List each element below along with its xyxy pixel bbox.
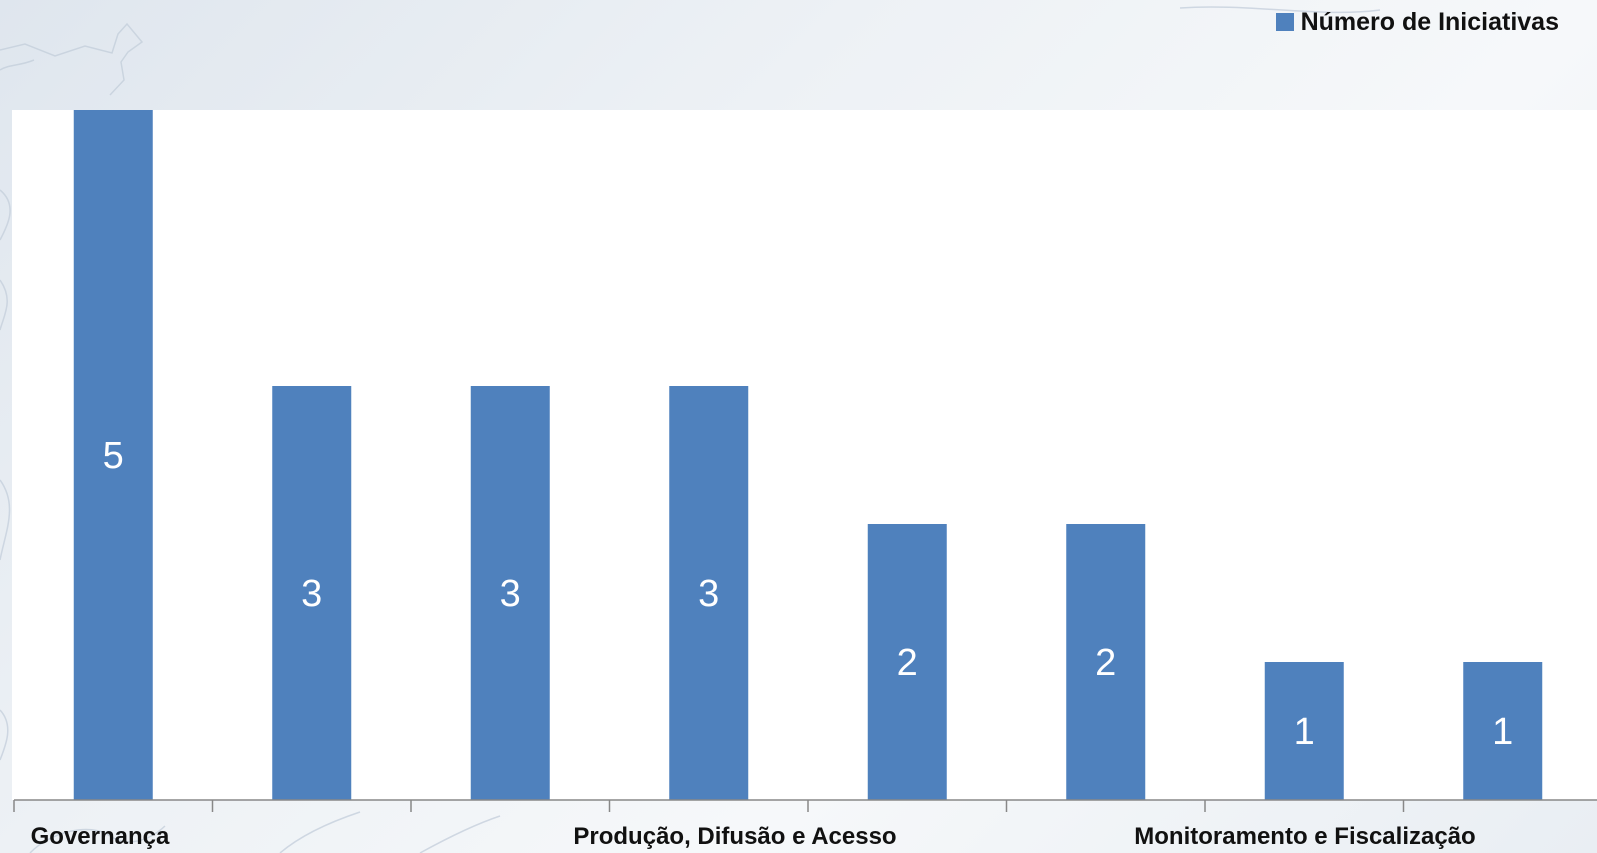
bar-7	[1264, 662, 1344, 800]
data-label-4: 3	[698, 573, 719, 615]
data-label-5: 2	[897, 642, 918, 684]
bar-2	[272, 386, 352, 800]
bar-1	[73, 110, 153, 800]
category-label-1: Governança	[31, 823, 170, 850]
bar-8	[1463, 662, 1543, 800]
data-label-7: 1	[1294, 711, 1315, 753]
category-label-4: Produção, Difusão e Acesso	[573, 823, 896, 850]
data-label-1: 5	[103, 435, 124, 477]
bar-5	[867, 524, 947, 800]
legend-swatch	[1275, 13, 1294, 31]
data-label-3: 3	[500, 573, 521, 615]
bar-3	[470, 386, 550, 800]
chart-legend: Número de Iniciativas	[1275, 7, 1559, 36]
bar-4	[669, 386, 749, 800]
legend-label: Número de Iniciativas	[1300, 7, 1559, 36]
data-label-6: 2	[1095, 642, 1116, 684]
data-label-2: 3	[301, 573, 322, 615]
bar-6	[1066, 524, 1146, 800]
data-label-8: 1	[1492, 711, 1513, 753]
category-label-7: Monitoramento e Fiscalização	[1134, 823, 1475, 850]
